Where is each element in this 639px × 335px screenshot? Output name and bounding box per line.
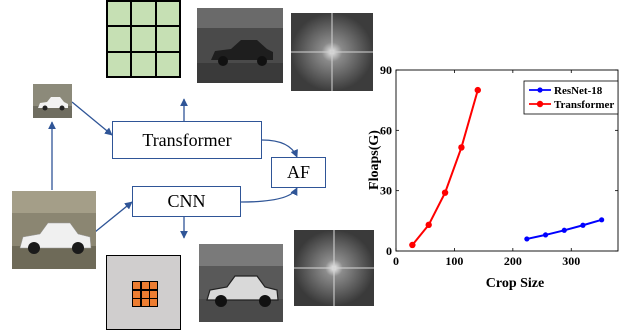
transformer-frequency-spectrum: [291, 13, 373, 91]
x-tick-label: 0: [393, 254, 399, 268]
transformer-block: Transformer: [112, 121, 262, 159]
x-tick-label: 200: [504, 254, 522, 268]
data-point: [474, 86, 481, 94]
data-point: [409, 241, 416, 249]
y-tick-label: 90: [380, 63, 392, 77]
y-tick-label: 30: [380, 184, 392, 198]
x-tick-label: 100: [445, 254, 463, 268]
pipeline-diagram: [48, 98, 298, 239]
arrow-small-car-to-transformer: [71, 101, 113, 136]
x-tick-label: 300: [562, 254, 580, 268]
plot-frame: [395, 69, 619, 252]
cnn-kernel-grid: [132, 281, 158, 307]
cnn-feature-map-image: [199, 244, 283, 322]
data-point: [542, 232, 549, 238]
af-block: AF: [271, 157, 326, 188]
flops-chart: 0 100 200 300 0 30 60 90 Floaps(G) Crop Size Re…: [367, 63, 619, 291]
arrow-cnn-to-af: [240, 187, 298, 203]
small-car-image: [33, 84, 72, 118]
cnn-label: CNN: [167, 191, 206, 211]
arrow-big-car-to-cnn: [94, 201, 133, 233]
legend-label-resnet: ResNet-18: [554, 85, 603, 97]
transformer-patch-grid: [106, 0, 181, 78]
transformer-label: Transformer: [142, 129, 232, 150]
data-point: [561, 227, 567, 233]
x-axis-label: Crop Size: [486, 276, 544, 291]
cnn-block: CNN: [132, 186, 241, 217]
transformer-feature-map-image: [197, 8, 283, 83]
y-axis-label: Floaps(G): [367, 130, 382, 190]
legend-label-transformer: Transformer: [554, 99, 614, 111]
cnn-kernel-box: [106, 255, 181, 330]
data-point: [458, 144, 465, 151]
data-point: [580, 222, 586, 228]
data-point: [425, 221, 432, 229]
y-tick-label: 60: [380, 123, 392, 137]
data-point: [599, 217, 605, 223]
legend: ResNet-18 Transformer: [523, 80, 619, 115]
data-point: [441, 189, 449, 196]
arrow-transformer-to-af: [261, 139, 298, 158]
y-tick-label: 0: [386, 244, 392, 258]
data-point: [524, 236, 530, 242]
af-label: AF: [286, 162, 310, 182]
cnn-frequency-spectrum: [294, 230, 374, 306]
series-line-1: [411, 89, 479, 246]
input-car-image: [12, 191, 96, 269]
